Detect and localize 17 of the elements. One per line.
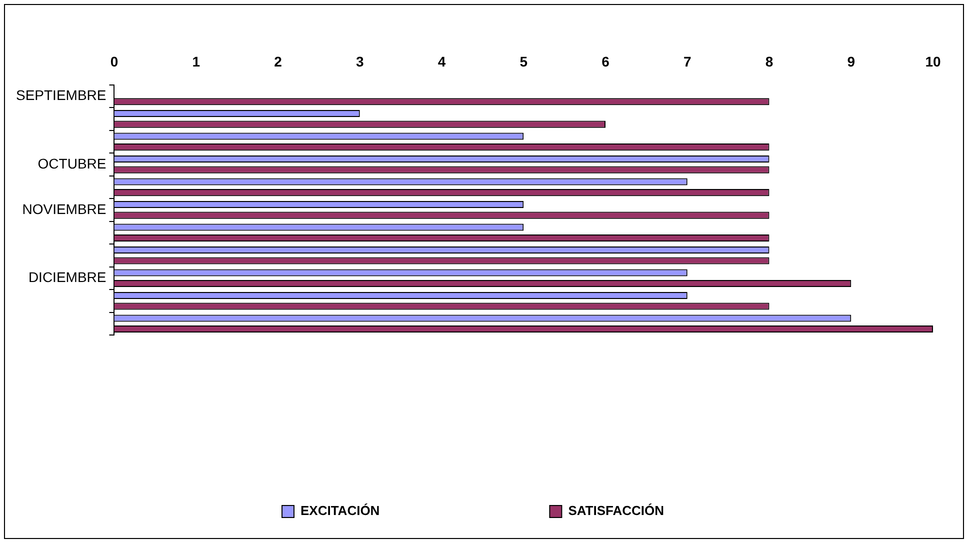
y-tick-label: DICIEMBRE <box>28 268 106 285</box>
x-tick-label: 8 <box>765 53 774 70</box>
legend-label: EXCITACIÓN <box>300 503 380 518</box>
x-tick-label: 10 <box>925 53 941 70</box>
x-tick-label: 3 <box>356 53 364 70</box>
x-tick-label: 7 <box>683 53 692 70</box>
y-tick-label: NOVIEMBRE <box>22 200 106 217</box>
x-tick-label: 2 <box>274 53 282 70</box>
x-tick-label: 6 <box>602 53 610 70</box>
x-tick-label: 4 <box>438 53 446 70</box>
x-tick-label: 5 <box>520 53 528 70</box>
y-tick-label: SEPTIEMBRE <box>16 87 106 104</box>
y-tick-label: OCTUBRE <box>38 155 106 172</box>
x-tick-label: 0 <box>110 53 118 70</box>
legend-label: SATISFACCIÓN <box>568 503 664 518</box>
x-tick-label: 9 <box>847 53 856 70</box>
x-tick-label: 1 <box>192 53 200 70</box>
